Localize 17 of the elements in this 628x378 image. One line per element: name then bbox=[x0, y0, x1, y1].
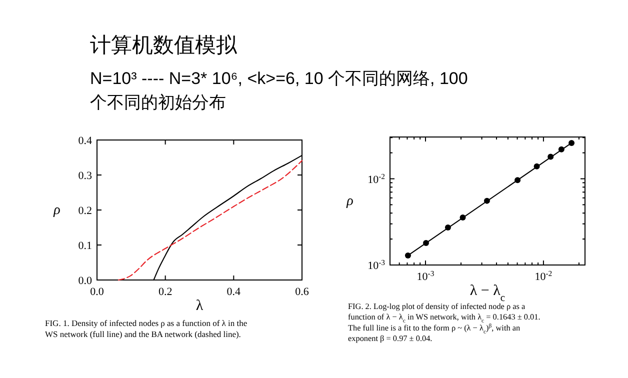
x-axis-title: λ bbox=[196, 298, 204, 314]
y-axis-title: ρ bbox=[52, 203, 61, 218]
y-tick-label: 0.3 bbox=[78, 170, 92, 182]
x-tick-label: 0.4 bbox=[226, 286, 242, 298]
chart-subtitle: N=10³ ---- N=3* 10⁶, <k>=6, 10 个不同的网络, 100 个不同的初始分布 bbox=[90, 69, 468, 112]
caption: FIG. 1. Density of infected nodes ρ as a function of λ in the WS network (full line) and the BA network (dashed line). bbox=[45, 318, 248, 339]
y-axis-title: ρ bbox=[346, 194, 354, 209]
y-tick-label: 0.2 bbox=[78, 205, 92, 217]
y-tick-label: 0.4 bbox=[78, 135, 92, 147]
x-tick-label: 0.2 bbox=[158, 286, 172, 298]
x-axis-title: λ − λ$_{c}$ bbox=[470, 283, 506, 304]
chart-title: 计算机数值模拟 bbox=[90, 34, 238, 57]
y-tick-label: 0.1 bbox=[78, 240, 92, 252]
line-series bbox=[118, 160, 303, 281]
text: FIG. 2. Log-log plot of density of infected node ρ as a function of λ − λ$_{c}$ in WS network, with λ$_{c}$ = 0.1643 ± 0.01. The full line is a fit to the form ρ ~ (λ − λ$_{c}$)$^{β}$, with an exponent β = 0.97 ± 0.04. bbox=[348, 302, 540, 344]
x-tick-label: 0.0 bbox=[90, 286, 104, 298]
x-tick-label: 0.6 bbox=[295, 286, 310, 298]
